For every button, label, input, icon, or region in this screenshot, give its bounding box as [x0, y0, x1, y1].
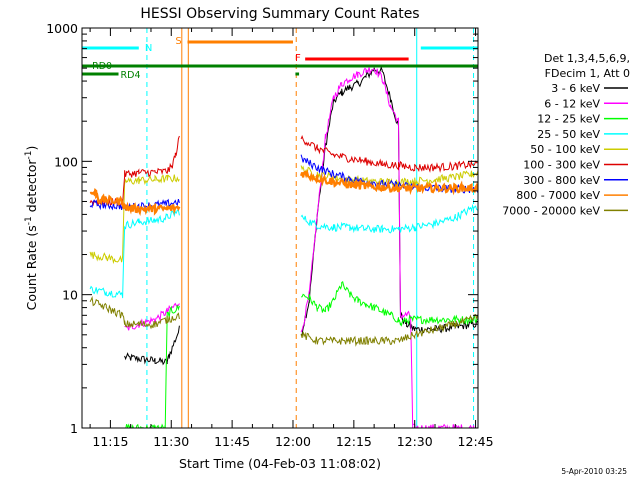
chart-title: HESSI Observing Summary Count Rates: [140, 6, 419, 22]
legend-label-5: 100 - 300 keV: [523, 159, 600, 172]
flag-label-night: N: [145, 43, 152, 54]
y-tick-label-0: 1: [70, 421, 78, 436]
legend: Det 1,3,4,5,6,9, FDecim 1, Att 0 3 - 6 k…: [502, 52, 630, 217]
series-line-5: [89, 134, 478, 207]
series-line-8: [89, 295, 478, 347]
y-axis-label-end: ): [24, 146, 39, 151]
y-axis-label-sup-2: -1: [24, 151, 34, 160]
x-axis-label: Start Time (04-Feb-03 11:08:02): [179, 456, 381, 471]
y-axis: 1 10 100 1000: [46, 21, 478, 436]
series-line-3: [89, 203, 478, 299]
legend-label-3: 25 - 50 keV: [537, 128, 600, 141]
series-layer: [89, 66, 478, 428]
series-line-0: [124, 66, 478, 366]
legend-label-8: 7000 - 20000 keV: [502, 204, 600, 217]
y-tick-label-1: 10: [62, 288, 78, 303]
y-tick-label-3: 1000: [46, 21, 78, 36]
flag-label-saa: S: [175, 36, 181, 47]
series-line-6: [89, 154, 478, 212]
series-line-1: [124, 67, 477, 428]
flag-label-flare: F: [295, 53, 301, 64]
legend-label-4: 50 - 100 keV: [530, 143, 600, 156]
flag-layer: N S F RD0 RD4: [82, 28, 478, 428]
series-line-2: [125, 280, 478, 428]
legend-label-6: 300 - 800 keV: [523, 174, 600, 187]
y-axis-label: Count Rate (s-1 detector-1): [24, 146, 39, 311]
plot-frame: [81, 27, 479, 429]
legend-label-2: 12 - 25 keV: [537, 113, 600, 126]
x-tick-label-5: 12:30: [397, 434, 433, 449]
series-line-4: [89, 165, 478, 265]
date-stamp: 5-Apr-2010 03:25: [561, 467, 627, 476]
x-tick-label-4: 12:15: [336, 434, 372, 449]
flag-label-rd4: RD4: [121, 70, 141, 81]
x-axis: 11:15 11:30 11:45 12:00 12:15 12:30 12:45: [89, 28, 494, 449]
y-axis-label-main: Count Rate (s: [24, 225, 39, 310]
x-tick-label-3: 12:00: [275, 434, 311, 449]
x-tick-label-6: 12:45: [458, 434, 494, 449]
y-tick-label-2: 100: [54, 154, 78, 169]
y-axis-label-mid: detector: [24, 159, 39, 217]
flag-label-rd0: RD0: [92, 61, 112, 72]
x-tick-label-1: 11:30: [153, 434, 189, 449]
series-line-7: [89, 169, 478, 216]
y-axis-label-sup-1: -1: [24, 216, 34, 225]
legend-label-0: 3 - 6 keV: [551, 82, 600, 95]
x-tick-label-0: 11:15: [92, 434, 128, 449]
legend-label-7: 800 - 7000 keV: [516, 189, 600, 202]
legend-title-1: Det 1,3,4,5,6,9,: [544, 52, 630, 65]
legend-title-2: FDecim 1, Att 0: [545, 67, 630, 80]
legend-label-1: 6 - 12 keV: [544, 97, 600, 110]
x-tick-label-2: 11:45: [214, 434, 250, 449]
